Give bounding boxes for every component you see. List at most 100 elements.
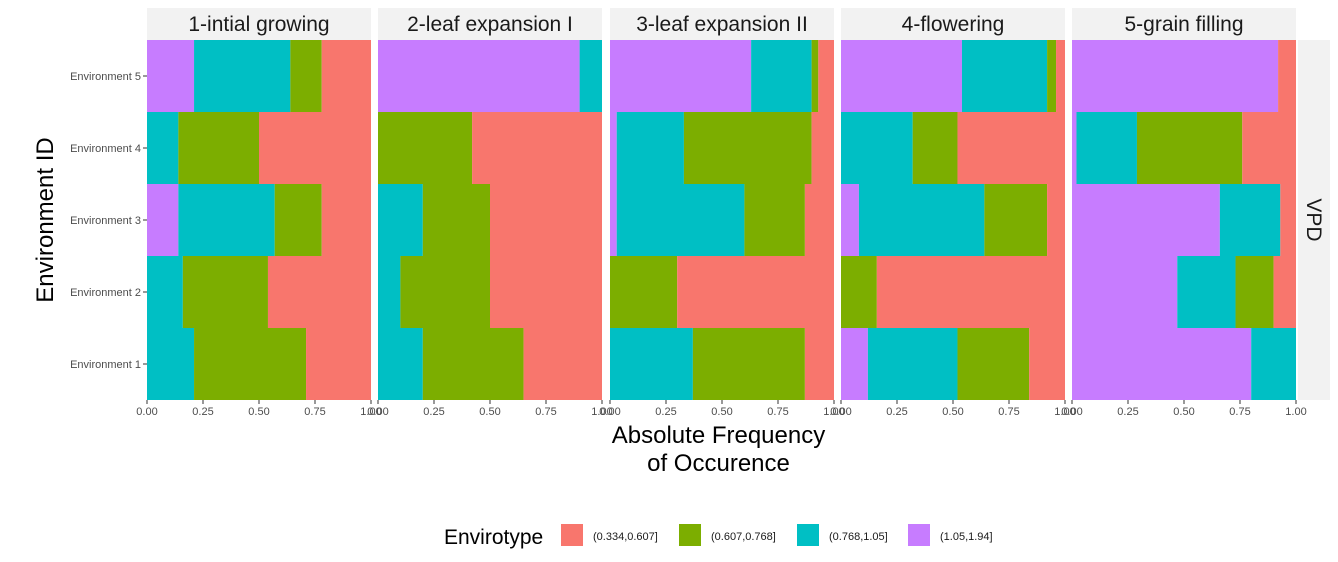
panel-4-flowering: 4-flowering 0.00 0.25 0.50 0.75 1.00 xyxy=(830,8,1076,418)
bar-segment xyxy=(1072,328,1252,400)
y-tick-label: Environment 5 xyxy=(70,71,141,83)
bar-segment xyxy=(147,40,195,112)
bar-segment xyxy=(422,184,490,256)
x-tick-label: 0.25 xyxy=(886,406,907,418)
bar-segment xyxy=(1219,184,1281,256)
bar-segment xyxy=(321,184,371,256)
bar-segment xyxy=(1235,256,1274,328)
bar-segment xyxy=(290,40,322,112)
bar-segment xyxy=(1072,112,1077,184)
bar-segment xyxy=(610,328,693,400)
facet-strip-label: 2-leaf expansion I xyxy=(407,13,573,36)
bar-segment xyxy=(1251,328,1296,400)
bar-segment xyxy=(147,184,179,256)
bar-segment xyxy=(876,256,1065,328)
bar-segment xyxy=(692,328,805,400)
legend-key xyxy=(908,524,930,546)
legend-key xyxy=(797,524,819,546)
facet-strip-label: 1-intial growing xyxy=(188,13,329,36)
bar-segment xyxy=(378,184,423,256)
y-axis: Environment 1 Environment 2 Environment 3 E… xyxy=(70,71,147,371)
bar-segment xyxy=(811,112,834,184)
facet-strip-label: 4-flowering xyxy=(902,13,1005,36)
bar-segment xyxy=(1280,184,1296,256)
bar-segment xyxy=(306,328,371,400)
bar-segment xyxy=(178,112,259,184)
x-tick-label: 1.00 xyxy=(823,406,844,418)
bar-segment xyxy=(1047,40,1057,112)
x-axis-title: of Occurence xyxy=(647,450,790,477)
x-tick-label: 0.25 xyxy=(1117,406,1138,418)
bar-segment xyxy=(818,40,834,112)
x-tick-label: 0.00 xyxy=(1061,406,1082,418)
bar-segment xyxy=(841,256,877,328)
bar-segment xyxy=(841,328,868,400)
bar-segment xyxy=(867,328,958,400)
y-tick-label: Environment 1 xyxy=(70,359,141,371)
x-tick-label: 0.50 xyxy=(711,406,732,418)
legend-label: (1.05,1.94] xyxy=(940,531,993,543)
bar-segment xyxy=(1177,256,1236,328)
bar-segment xyxy=(378,40,580,112)
bar-segment xyxy=(1273,256,1296,328)
bar-segment xyxy=(378,328,423,400)
bar-segment xyxy=(523,328,602,400)
facet-row-strip-label: VPD xyxy=(1302,198,1325,241)
legend-title: Envirotype xyxy=(444,526,543,549)
panel-1-intial-growing: 1-intial growing 0.00 0.25 0.50 0.75 1.00 xyxy=(136,8,382,418)
bar-segment xyxy=(147,328,195,400)
bar-segment xyxy=(841,184,859,256)
bar-segment xyxy=(490,184,602,256)
y-tick-label: Environment 2 xyxy=(70,287,141,299)
facet-strip-label: 5-grain filling xyxy=(1124,13,1243,36)
x-tick-label: 0.50 xyxy=(942,406,963,418)
bar-segment xyxy=(472,112,602,184)
bar-segment xyxy=(579,40,602,112)
bar-segment xyxy=(1076,112,1137,184)
x-tick-label: 0.50 xyxy=(248,406,269,418)
legend-key xyxy=(679,524,701,546)
bar-segment xyxy=(267,256,371,328)
bar-segment xyxy=(961,40,1048,112)
bar-segment xyxy=(147,112,179,184)
chart-panels: 1-intial growing 0.00 0.25 0.50 0.75 1.00 2-le… xyxy=(136,8,1307,418)
x-tick-label: 0.75 xyxy=(304,406,325,418)
bar-segment xyxy=(147,256,183,328)
bar-segment xyxy=(1072,40,1279,112)
x-tick-label: 0.25 xyxy=(192,406,213,418)
bar-segment xyxy=(616,184,745,256)
bar-segment xyxy=(858,184,985,256)
bar-segment xyxy=(259,112,371,184)
x-tick-label: 0.75 xyxy=(1229,406,1250,418)
x-tick-label: 0.00 xyxy=(599,406,620,418)
bar-segment xyxy=(1072,184,1220,256)
legend-key xyxy=(561,524,583,546)
y-axis-title: Environment ID xyxy=(32,137,59,302)
bar-segment xyxy=(957,112,1065,184)
facet-strip xyxy=(147,8,371,40)
x-tick-label: 0.50 xyxy=(479,406,500,418)
x-tick-label: 1.00 xyxy=(360,406,381,418)
facet-strip xyxy=(1072,8,1296,40)
bar-segment xyxy=(1047,184,1065,256)
legend: Envirotype (0.334,0.607] (0.607,0.768] (0.7… xyxy=(444,524,993,549)
bar-segment xyxy=(490,256,602,328)
bar-segment xyxy=(841,40,962,112)
x-tick-label: 0.25 xyxy=(655,406,676,418)
bar-segment xyxy=(1072,256,1178,328)
bar-segment xyxy=(1278,40,1296,112)
facet-row-strip: VPD xyxy=(1298,40,1330,400)
x-tick-label: 0.50 xyxy=(1173,406,1194,418)
x-tick-label: 0.00 xyxy=(136,406,157,418)
facet-strip xyxy=(610,8,834,40)
bar-segment xyxy=(677,256,834,328)
panel-5-grain-filling: 5-grain filling 0.00 0.25 0.50 0.75 1.00 xyxy=(1061,8,1307,418)
bar-segment xyxy=(610,112,617,184)
x-tick-label: 0.00 xyxy=(830,406,851,418)
bar-segment xyxy=(178,184,275,256)
bar-segment xyxy=(400,256,490,328)
facet-row-strip-bg xyxy=(1298,40,1330,400)
legend-label: (0.768,1.05] xyxy=(829,531,888,543)
y-tick-label: Environment 4 xyxy=(70,143,141,155)
